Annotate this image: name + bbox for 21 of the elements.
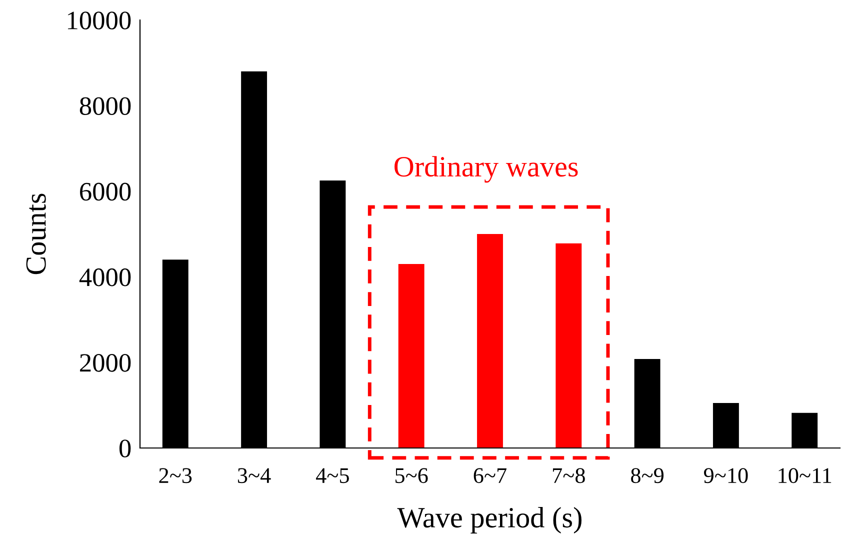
- x-tick-label: 9~10: [704, 468, 748, 484]
- y-tick-label: 10000: [68, 12, 131, 30]
- x-tick-label: 3~4: [238, 468, 271, 484]
- x-tick-label: 8~9: [631, 468, 664, 484]
- x-tick-label: 5~6: [396, 468, 428, 484]
- x-tick-label: 6~7: [474, 468, 506, 484]
- y-tick-label: 4000: [79, 268, 131, 286]
- y-tick-label: 8000: [80, 97, 131, 116]
- bar: [477, 234, 503, 448]
- y-tick-label: 2000: [80, 354, 131, 372]
- x-tick-label: 10~11: [778, 468, 832, 484]
- x-axis-title: Wave period (s): [397, 507, 582, 534]
- y-tick-label: 6000: [80, 182, 131, 201]
- bar: [556, 243, 582, 448]
- y-axis-title: Counts: [26, 194, 46, 274]
- y-tick-label: 0: [119, 440, 131, 458]
- x-tick-label: 7~8: [552, 468, 585, 484]
- x-tick-label: 2~3: [159, 468, 192, 484]
- x-tick-label: 4~5: [316, 468, 349, 484]
- bar: [398, 264, 424, 448]
- annotation: Ordinary waves: [394, 156, 578, 183]
